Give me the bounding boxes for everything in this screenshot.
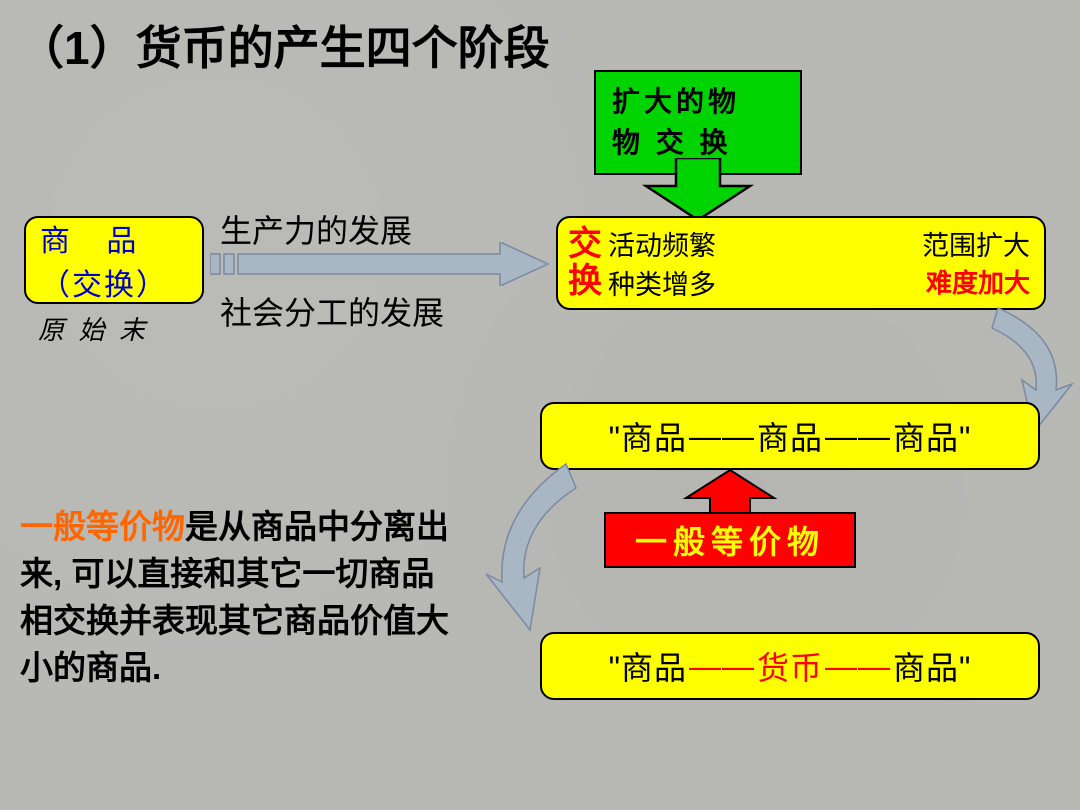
red-arrow-up-icon: [680, 468, 780, 518]
primitive-caption: 原 始 末: [38, 310, 149, 347]
exchange-left-2: 换: [568, 263, 602, 300]
chain1-b: 商品: [757, 413, 823, 459]
arrow1-bottom-label: 社会分工的发展: [220, 288, 444, 334]
slide-title: （1）货币的产生四个阶段: [18, 12, 550, 78]
red-callout: 一般等价物: [604, 512, 856, 568]
green-arrow-down-icon: [638, 158, 758, 224]
definition-highlight: 一般等价物: [20, 508, 185, 545]
commodity-box: 商 品 （交换）: [24, 216, 204, 304]
definition-paragraph: 一般等价物是从商品中分离出来, 可以直接和其它一切商品相交换并表现其它商品价值大…: [20, 504, 450, 691]
chain1-c: 商品": [893, 413, 971, 459]
exchange-box: 交 换 活动频繁 范围扩大 种类增多 难度加大: [556, 216, 1046, 310]
chain2-box: "商品 —— 货币 —— 商品": [540, 632, 1040, 700]
chain1-box: "商品 —— 商品 —— 商品": [540, 402, 1040, 470]
exchange-r1b: 范围扩大: [922, 224, 1030, 263]
exchange-left-1: 交: [568, 226, 602, 263]
exchange-r2a: 种类增多: [608, 263, 716, 302]
chain1-a: "商品: [609, 413, 687, 459]
chain2-a: "商品: [609, 643, 687, 689]
exchange-r1a: 活动频繁: [608, 224, 716, 263]
commodity-line2: （交换）: [40, 260, 188, 304]
chain2-c: 商品": [893, 643, 971, 689]
commodity-line1: 商 品: [40, 216, 188, 260]
exchange-r2b: 难度加大: [926, 263, 1030, 302]
curved-arrow-left-icon: [480, 452, 590, 662]
chain2-b: 货币: [757, 643, 823, 689]
arrow1-top-label: 生产力的发展: [220, 206, 412, 252]
green-box-line1: 扩大的物: [612, 82, 784, 123]
